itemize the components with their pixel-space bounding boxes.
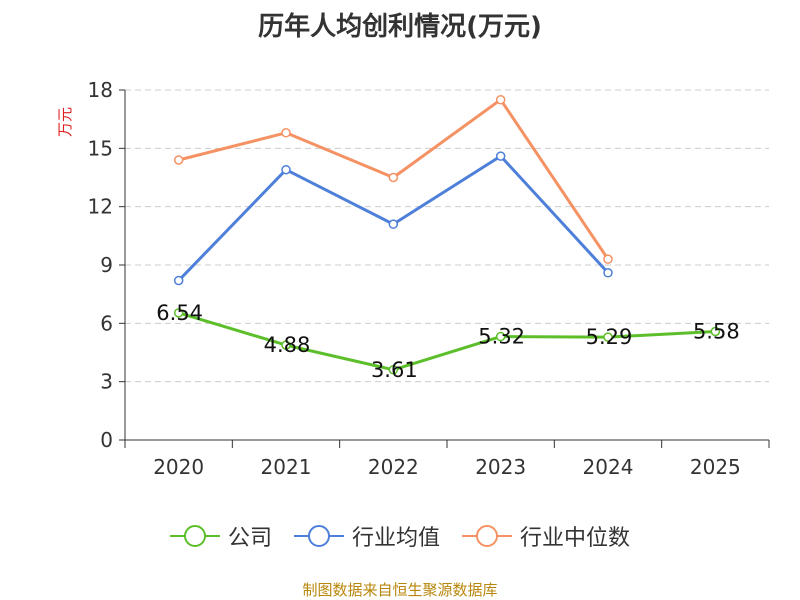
data-label-company-2024: 5.29 xyxy=(586,325,633,349)
legend-item-industry-median[interactable]: 行业中位数 xyxy=(462,520,630,552)
y-tick-label-18: 18 xyxy=(88,78,113,102)
data-label-company-2022: 3.61 xyxy=(371,358,418,382)
legend-label-industry-median: 行业中位数 xyxy=(520,526,631,551)
y-tick-label-0: 0 xyxy=(100,428,113,452)
point-company-2024 xyxy=(603,332,613,342)
legend-marker-industry-median xyxy=(462,525,512,547)
point-industry-avg-2020 xyxy=(173,275,184,286)
y-tick-label-12: 12 xyxy=(88,195,113,219)
point-industry-avg-2024 xyxy=(603,268,613,278)
legend-label-company: 公司 xyxy=(227,526,272,551)
y-tick-label-15: 15 xyxy=(88,136,113,160)
data-label-company-2023: 5.32 xyxy=(478,325,525,349)
point-company-2020 xyxy=(173,308,184,318)
y-tick-label-9: 9 xyxy=(100,253,113,277)
point-industry-avg-2023 xyxy=(495,151,506,161)
y-tick-label-3: 3 xyxy=(100,370,113,394)
point-industry-avg-2022 xyxy=(388,219,399,229)
source-footer: 制图数据来自恒生聚源数据库 xyxy=(302,581,498,599)
x-tick-label-2025: 2025 xyxy=(690,455,741,479)
point-industry-avg-2021 xyxy=(281,164,291,175)
x-tick-label-2023: 2023 xyxy=(475,455,526,479)
y-axis-label: 万元 xyxy=(56,107,74,137)
point-industry-median-2020 xyxy=(173,155,184,165)
legend: 公司 行业均值 行业中位数 xyxy=(0,520,800,552)
point-industry-median-2021 xyxy=(281,128,291,138)
data-label-company-2025: 5.58 xyxy=(693,320,740,344)
point-industry-median-2024 xyxy=(603,254,613,264)
legend-item-industry-avg[interactable]: 行业均值 xyxy=(293,520,440,552)
point-company-2025 xyxy=(710,326,721,337)
point-company-2022 xyxy=(388,365,399,375)
x-tick-label-2022: 2022 xyxy=(368,455,419,479)
legend-label-industry-avg: 行业均值 xyxy=(351,526,440,551)
y-tick-label-6: 6 xyxy=(100,311,113,335)
data-label-company-2021: 4.88 xyxy=(264,333,311,357)
legend-item-company[interactable]: 公司 xyxy=(169,520,272,552)
point-company-2023 xyxy=(495,331,506,342)
x-tick-label-2024: 2024 xyxy=(583,455,634,479)
chart-title: 历年人均创利情况(万元) xyxy=(258,12,542,42)
x-tick-label-2020: 2020 xyxy=(153,455,204,479)
series-line-company xyxy=(178,311,716,372)
point-company-2021 xyxy=(281,340,291,350)
point-industry-median-2023 xyxy=(495,94,506,105)
legend-marker-company xyxy=(169,525,220,547)
point-industry-median-2022 xyxy=(388,172,399,183)
legend-marker-industry-avg xyxy=(293,525,344,547)
data-label-company-2020: 6.54 xyxy=(156,301,203,325)
x-tick-label-2021: 2021 xyxy=(261,455,312,479)
